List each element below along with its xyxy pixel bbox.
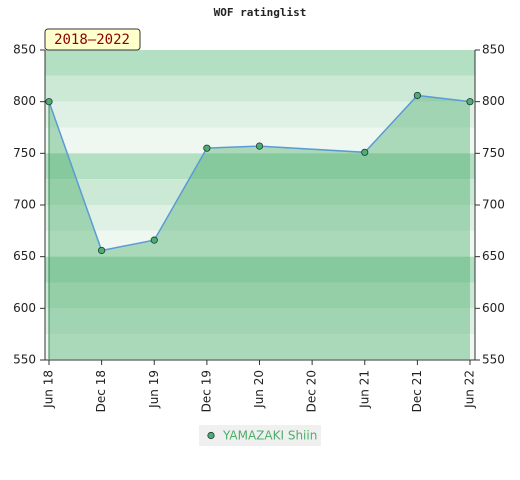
legend: YAMAZAKI Shiin	[199, 425, 321, 446]
badge: 2018–2022	[44, 28, 141, 51]
background-band	[45, 75, 475, 102]
badge-box	[44, 28, 141, 51]
x-tick-label: Jun 20	[252, 370, 266, 409]
chart-title: WOF ratinglist	[214, 6, 307, 19]
y2-tick-label: 650	[482, 249, 505, 263]
background-band	[45, 205, 475, 231]
x-tick-label: Dec 21	[410, 370, 424, 412]
y2-tick-label: 750	[482, 146, 505, 160]
data-point	[45, 98, 53, 106]
background-band	[45, 179, 475, 205]
background-band	[45, 256, 475, 283]
y-tick-label: 850	[13, 43, 36, 57]
y2-tick-label: 800	[482, 94, 505, 108]
y-tick-label: 800	[13, 94, 36, 108]
y-tick-label: 700	[13, 198, 36, 212]
y2-tick-label: 600	[482, 301, 505, 315]
data-point	[466, 98, 474, 106]
x-tick-label: Dec 18	[94, 370, 108, 412]
data-point	[413, 91, 421, 100]
legend-label: YAMAZAKI Shiin	[222, 429, 317, 443]
background-band	[45, 230, 475, 257]
background-band	[45, 153, 475, 180]
background-band	[45, 334, 475, 360]
data-point	[361, 148, 369, 156]
y-tick-label: 650	[13, 249, 36, 263]
y-tick-label: 550	[13, 353, 36, 367]
y-tick-label: 600	[13, 301, 36, 315]
series-line	[48, 94, 471, 252]
background-band	[45, 101, 475, 128]
y2-tick-label: 700	[482, 198, 505, 212]
badge-label: 2018–2022	[54, 32, 130, 48]
data-point	[98, 246, 106, 255]
data-point	[255, 142, 264, 150]
background-band	[45, 282, 475, 309]
x-tick-label: Jun 18	[42, 370, 56, 409]
legend-box	[199, 425, 321, 446]
legend-marker	[207, 431, 215, 440]
background-band	[45, 308, 475, 335]
x-tick-label: Jun 19	[147, 370, 161, 409]
y2-tick-label: 850	[482, 43, 505, 57]
data-point	[150, 236, 158, 244]
y-tick-label: 750	[13, 146, 36, 160]
x-tick-label: Jun 22	[463, 370, 477, 409]
background-band	[45, 50, 475, 76]
y2-tick-label: 550	[482, 353, 505, 367]
x-tick-label: Jun 21	[357, 370, 371, 409]
series-area	[49, 95, 470, 360]
x-tick-label: Dec 19	[199, 370, 213, 412]
x-tick-label: Dec 20	[305, 370, 319, 412]
data-point	[203, 144, 211, 152]
